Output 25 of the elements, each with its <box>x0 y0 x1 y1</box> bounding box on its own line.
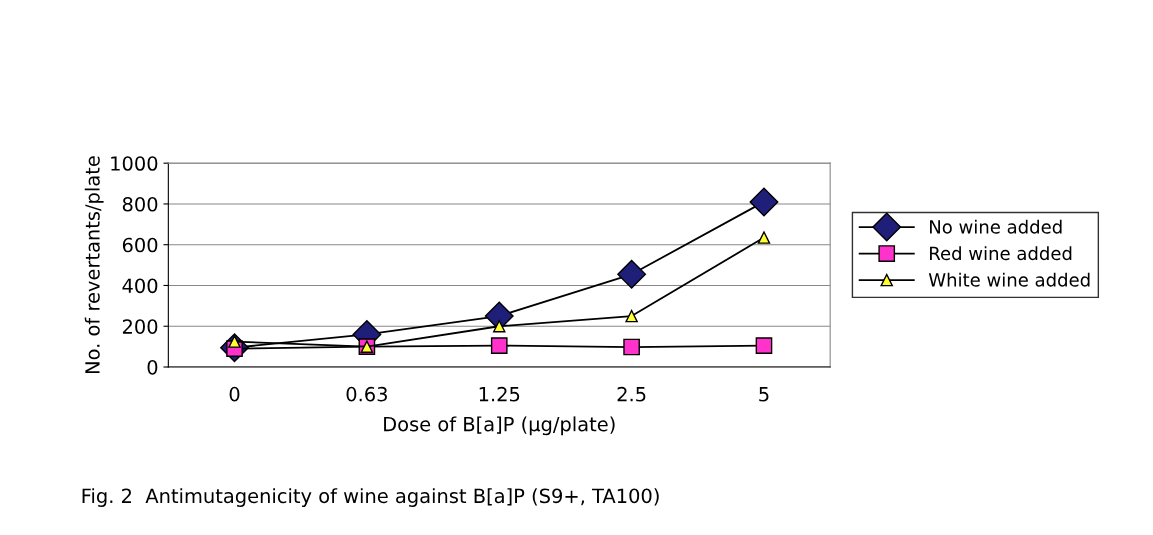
x-tick-label: 2.5 <box>617 386 646 402</box>
point <box>625 309 638 323</box>
caption: Fig. 2 Antimutagenicity of wine against B[a]P (S9+, TA100) <box>82 488 659 507</box>
point <box>757 231 771 244</box>
x-tick-label: 0 <box>229 386 240 402</box>
x-tick-label: 0.63 <box>346 386 387 402</box>
y-tick-label: 200 <box>122 319 158 334</box>
y-tick-label: 0 <box>147 359 158 375</box>
point <box>755 337 773 354</box>
y-tick-label: 1000 <box>111 156 158 171</box>
legend-label: White wine added <box>928 272 1090 287</box>
point <box>490 337 508 354</box>
y-tick-label: 800 <box>122 196 158 212</box>
point <box>623 338 640 356</box>
legend-label: No wine added <box>930 219 1062 234</box>
x-tick-label: 1.25 <box>479 386 520 402</box>
x-axis-title: Dose of B[a]P (μg/plate) <box>384 416 615 436</box>
y-tick-label: 400 <box>122 278 158 294</box>
y-tick-label: 600 <box>122 237 158 253</box>
point <box>492 319 506 333</box>
x-tick-label: 5 <box>759 387 769 402</box>
y-axis-title: No. of revertants/plate <box>84 156 104 374</box>
point <box>617 259 647 289</box>
point <box>749 187 779 217</box>
legend-label: Red wine added <box>930 246 1072 261</box>
